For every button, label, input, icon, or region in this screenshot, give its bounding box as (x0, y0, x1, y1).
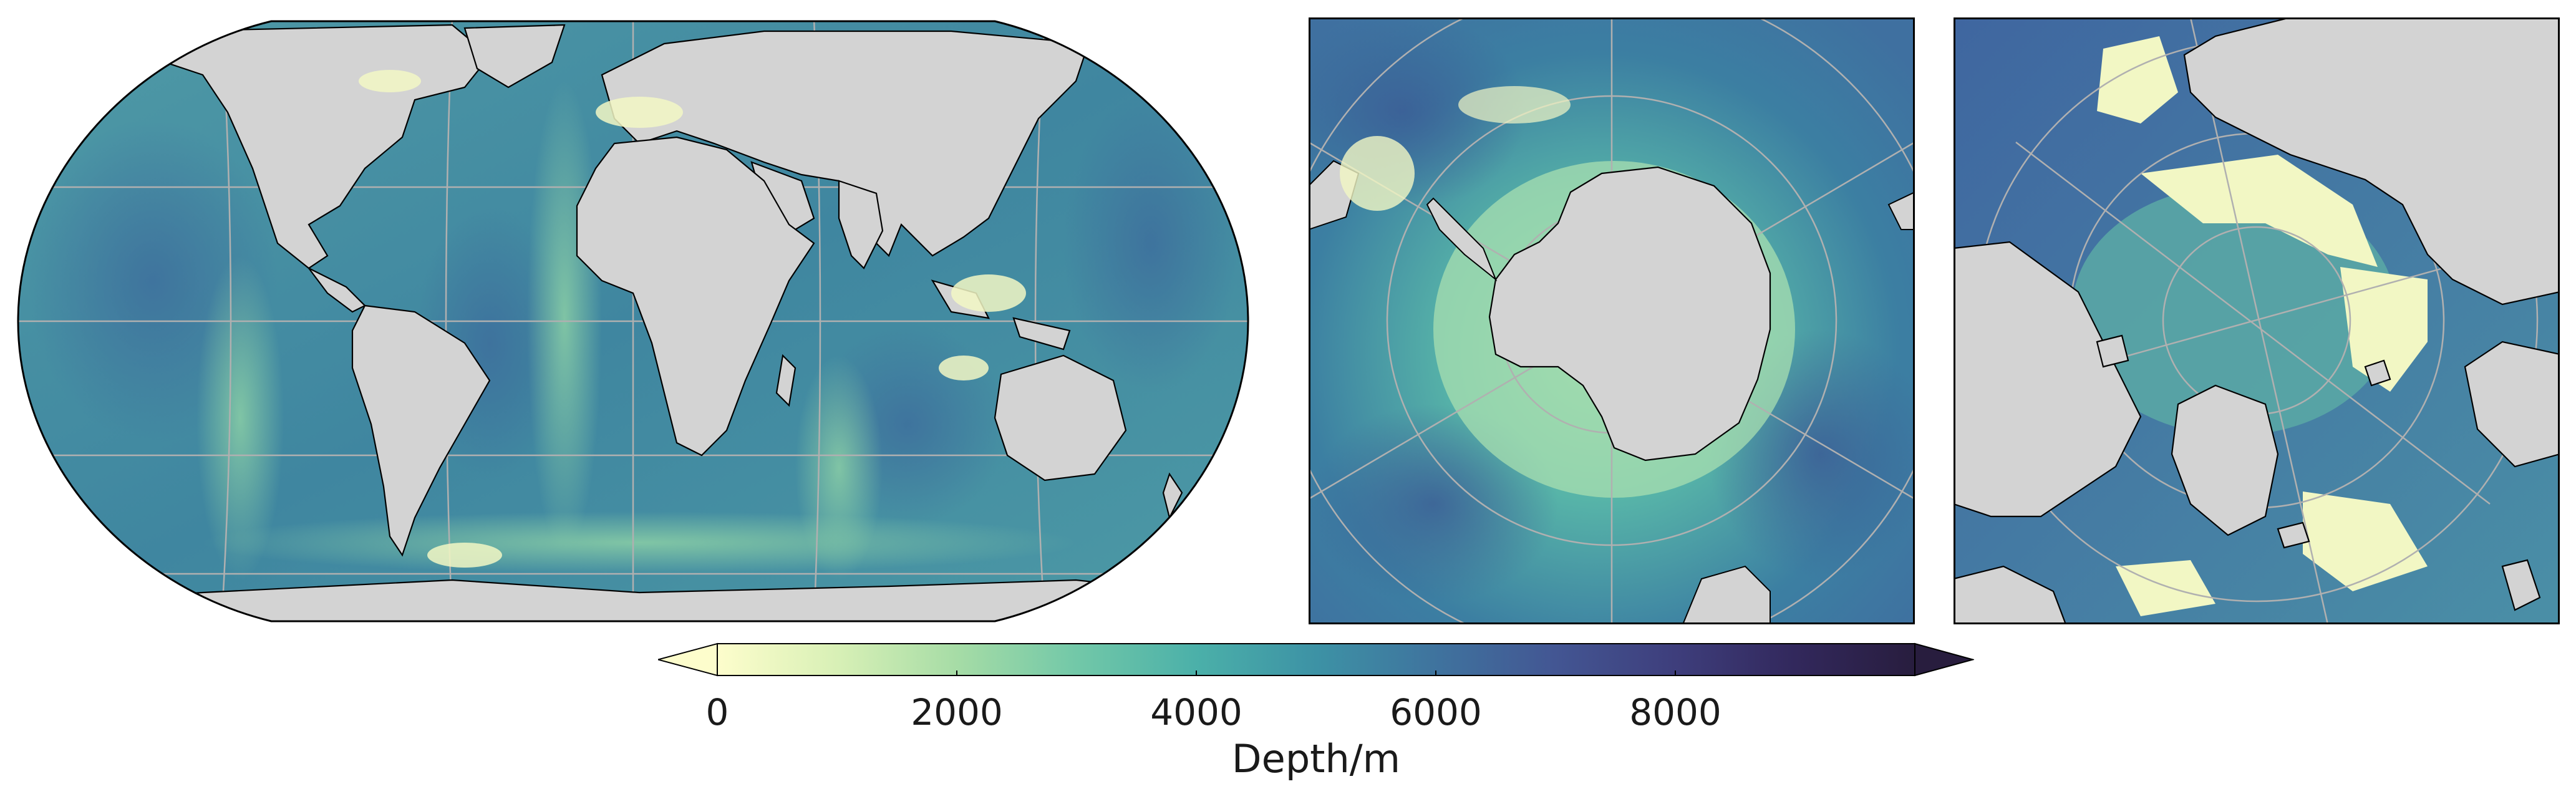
australia (994, 354, 1127, 482)
north-polar-map (1954, 17, 2560, 624)
africa-tip (1887, 191, 1915, 230)
eurasia-north (2183, 17, 2560, 306)
svalbard (2364, 359, 2391, 387)
greenland (2171, 384, 2279, 536)
south-polar-map (1309, 17, 1915, 624)
south-polar-map-panel (1309, 17, 1915, 624)
antarctica (18, 579, 1248, 621)
depth-colorbar (658, 642, 1974, 677)
arctic-islands (2096, 334, 2129, 368)
colorbar-extend-high (1914, 642, 1974, 677)
central-america (308, 268, 366, 313)
colorbar-ticks (717, 671, 1676, 675)
colorbar-tick-label: 6000 (1390, 691, 1482, 733)
colorbar-label: Depth/m (1231, 736, 1401, 782)
india (838, 180, 884, 269)
colorbar-tick-label: 4000 (1150, 691, 1242, 733)
colorbar-tick-label: 8000 (1629, 691, 1721, 733)
europe-fragment (2464, 341, 2560, 468)
south-america (351, 304, 491, 557)
iceland (2277, 521, 2310, 549)
world-map (17, 20, 1249, 622)
colorbar-tick-label: 0 (705, 691, 729, 733)
deep-basin-pacific-west (1063, 94, 1238, 393)
north-map-frame (1954, 17, 2560, 624)
mid-atlantic-ridge (527, 81, 602, 555)
madagascar (775, 354, 797, 407)
antarctic-peninsula (1426, 197, 1498, 282)
africa (576, 136, 815, 457)
north-polar-map-panel (1954, 17, 2560, 624)
greenland (463, 24, 566, 89)
north-america-arctic (1954, 241, 2142, 518)
world-land (18, 24, 1248, 621)
north-land (1954, 17, 2560, 624)
colorbar-extend-low (658, 642, 718, 677)
new-guinea (1012, 317, 1071, 351)
british-isles (2501, 559, 2541, 611)
southern-ocean-ridge (203, 511, 1076, 574)
colorbar-gradient (717, 643, 1915, 676)
colorbar-tick-label: 2000 (911, 691, 1003, 733)
south-map-frame (1309, 17, 1915, 624)
world-shelves (359, 70, 1026, 568)
world-map-panel (16, 19, 1251, 624)
east-pacific-rise (196, 256, 284, 580)
world-map-frame (17, 20, 1249, 622)
antarctica (1488, 166, 1771, 462)
eurasia (601, 30, 1090, 257)
australia-fragment (1682, 565, 1771, 624)
canada-south (1954, 565, 2067, 624)
